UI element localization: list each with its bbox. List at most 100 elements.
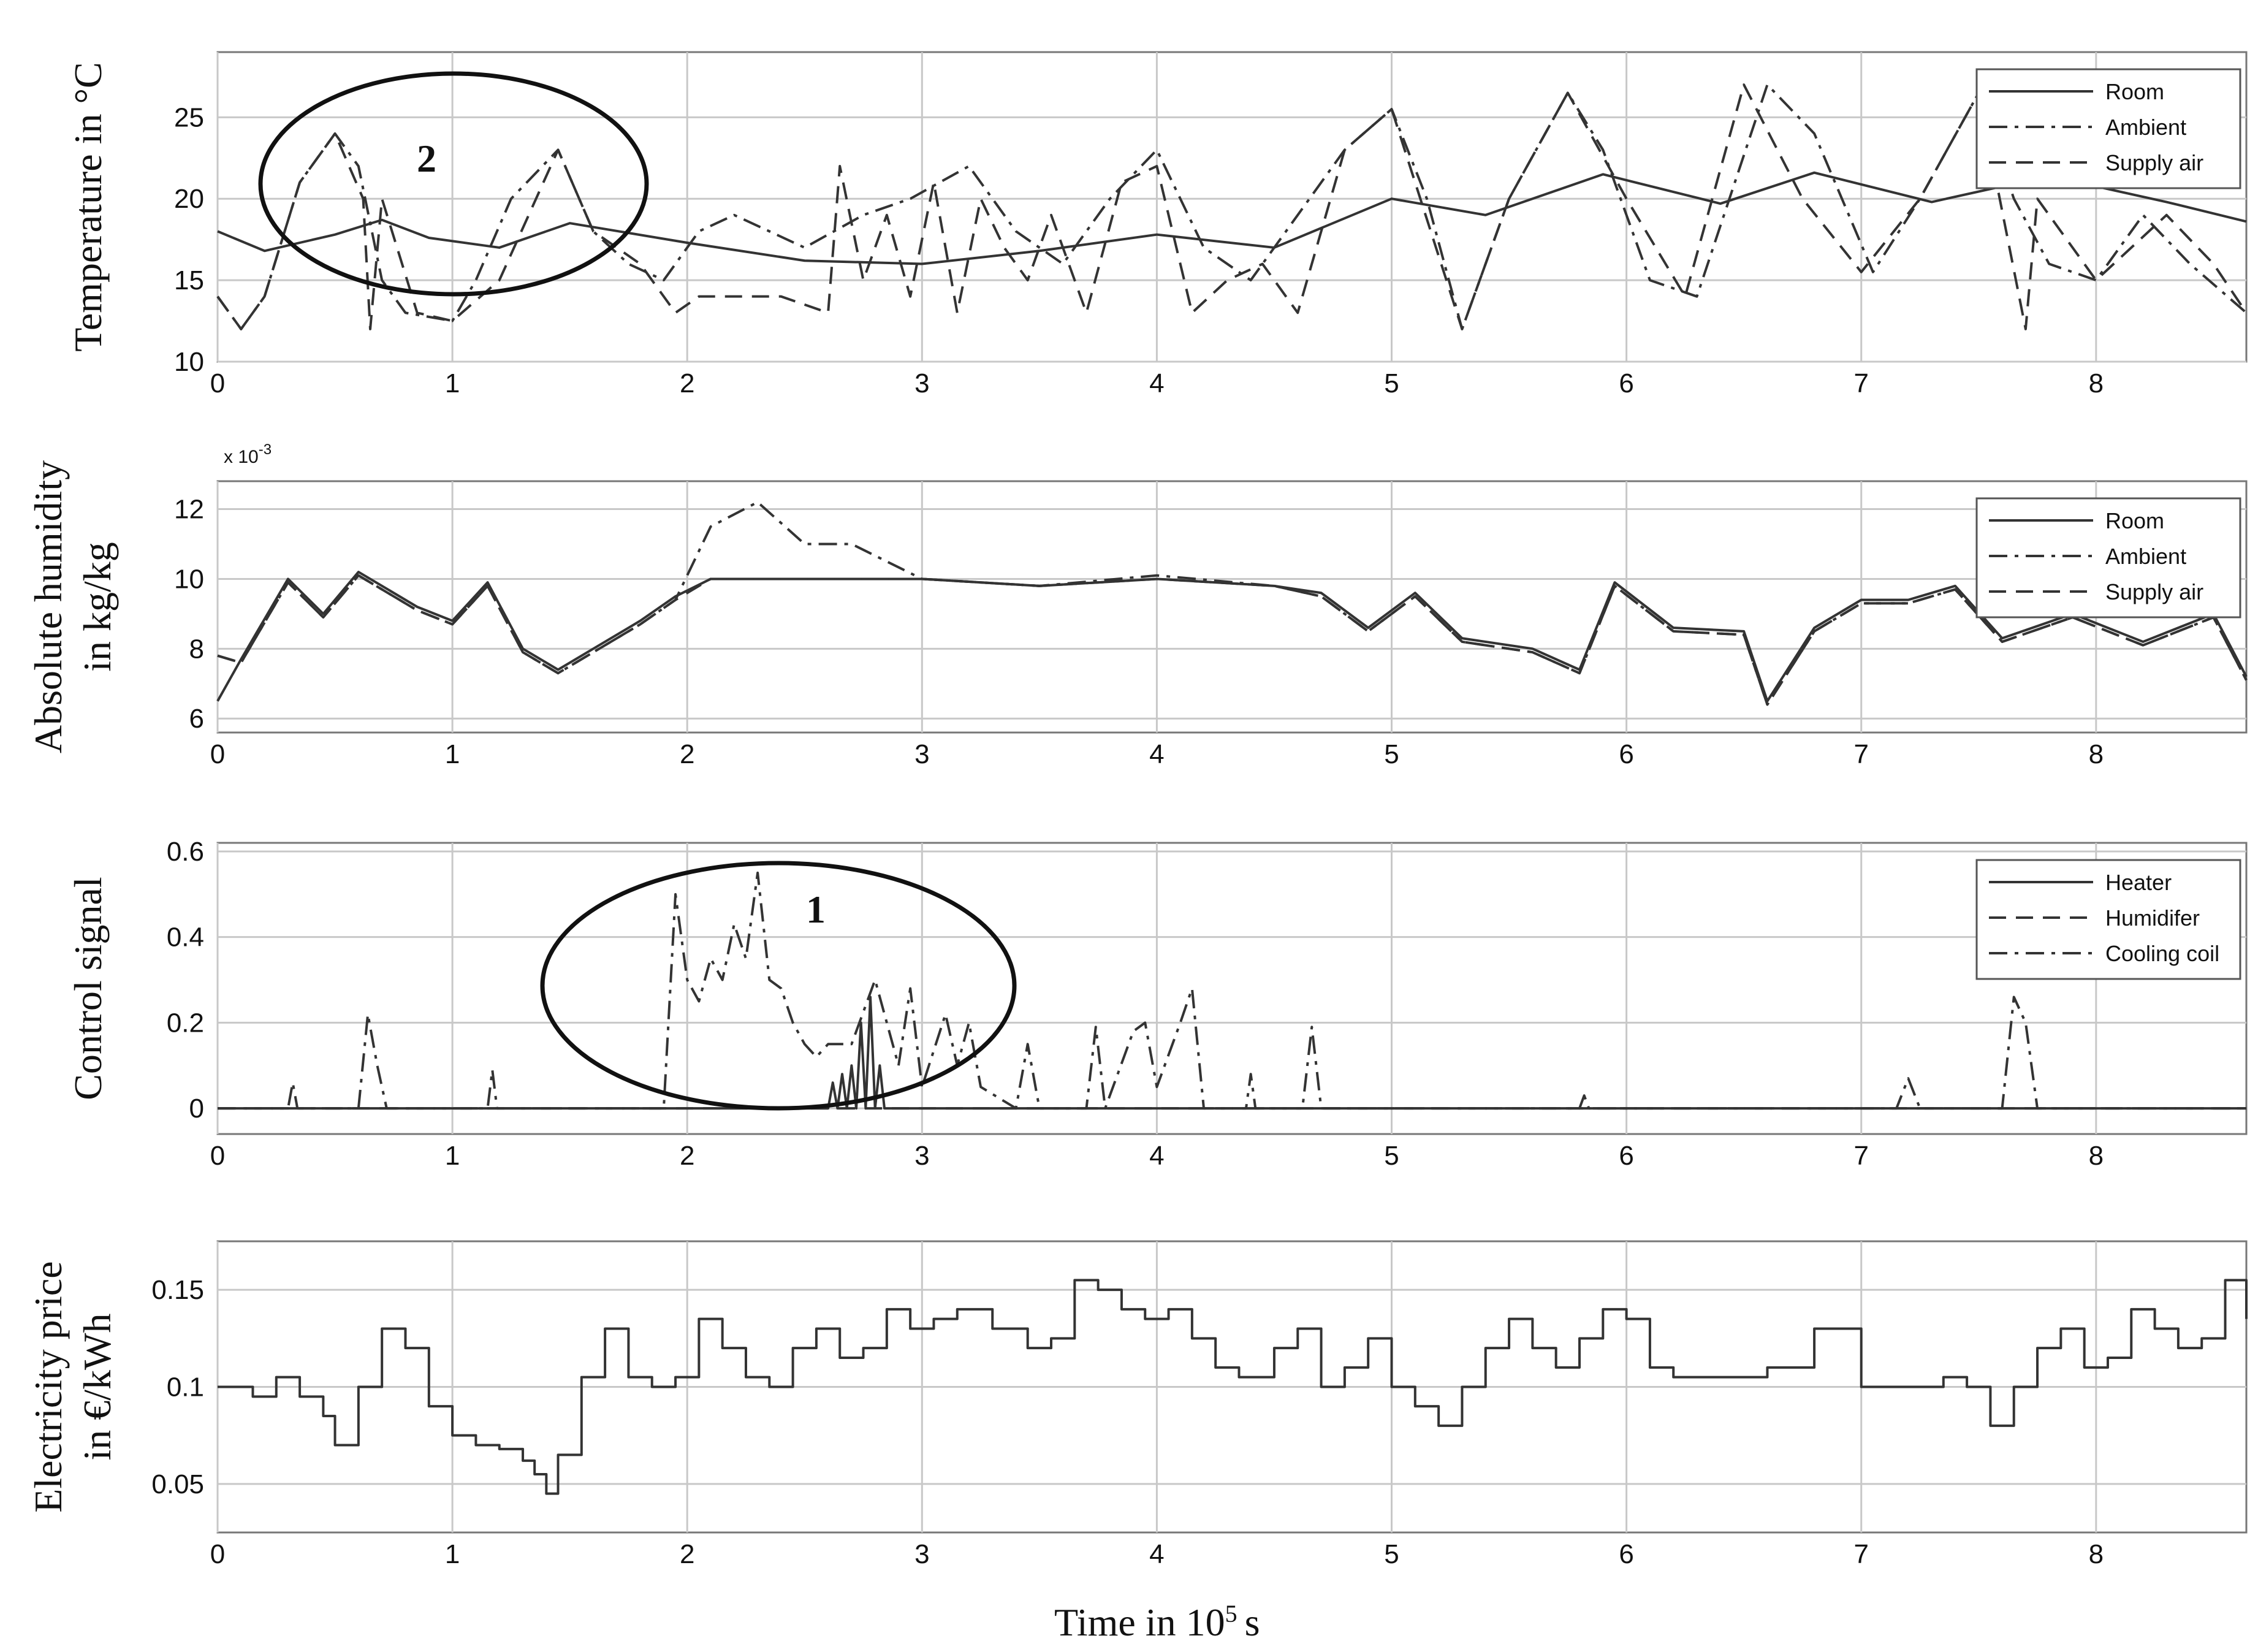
y-axis-label: Absolute humidity in kg/kg xyxy=(26,460,119,753)
legend-entry: Humidifer xyxy=(2105,905,2200,931)
series-line-price xyxy=(218,1279,2248,1495)
series-line-supply-air xyxy=(217,574,2248,706)
series-line-ambient xyxy=(217,501,2248,706)
x-tick-label: 4 xyxy=(1149,739,1164,769)
legend-entry: Room xyxy=(2105,79,2164,104)
y-tick-label: 25 xyxy=(174,102,204,132)
legend-entry: Ambient xyxy=(2105,115,2186,140)
x-tick-label: 8 xyxy=(2089,739,2104,769)
x-axis-label: Time in 105 s xyxy=(1054,1600,1260,1644)
y-tick-label: 0.1 xyxy=(167,1372,204,1403)
x-tick-label: 8 xyxy=(2089,368,2104,398)
x-tick-label: 6 xyxy=(1619,1539,1633,1569)
x-axis-label-text: Time in 10 xyxy=(1054,1601,1225,1644)
x-tick-label: 1 xyxy=(445,1539,460,1569)
series-line-cooling-coil xyxy=(218,871,2246,1110)
annotation-ellipse-1 xyxy=(540,861,1017,1111)
x-tick-label: 2 xyxy=(680,1141,694,1171)
x-tick-label: 3 xyxy=(914,739,929,769)
legend-box xyxy=(1975,859,2241,980)
legend-entry: Supply air xyxy=(2105,579,2203,604)
x-tick-label: 2 xyxy=(680,368,694,398)
y-tick-label: 0.2 xyxy=(167,1008,204,1038)
series-line-room xyxy=(216,571,2248,702)
legend-entry: Supply air xyxy=(2105,150,2203,175)
x-tick-label: 7 xyxy=(1853,368,1868,398)
x-tick-label: 3 xyxy=(914,1141,929,1171)
y-axis-label-line: Absolute humidity xyxy=(26,460,70,753)
chart-4: 0 1 2 3 4 5 6 7 8 0.05 0.1 0.15 Electricity price in … xyxy=(26,1240,2248,1569)
y-axis-label: Electricity price in €/kWh xyxy=(26,1261,119,1512)
x-tick-label: 2 xyxy=(680,739,694,769)
series-line-supply-air xyxy=(216,83,2248,330)
x-tick-label: 3 xyxy=(914,1539,929,1569)
plot-area xyxy=(216,51,2248,363)
plot-area xyxy=(216,480,2248,734)
y-axis-label: Temperature in °C xyxy=(66,62,110,352)
y-axis-label-line: Electricity price xyxy=(26,1261,70,1512)
y-tick-label: 0.6 xyxy=(167,837,204,867)
x-tick-label: 0 xyxy=(210,1539,225,1569)
y-axis-label: Control signal xyxy=(66,877,110,1100)
x-axis-label-unit: s xyxy=(1245,1601,1260,1644)
legend: Heater Humidifer Cooling coil xyxy=(1975,859,2241,980)
x-tick-label: 6 xyxy=(1619,739,1633,769)
y-axis-label-line: Control signal xyxy=(66,877,110,1100)
annotation-ellipse-2 xyxy=(258,71,649,297)
annotation-label-1: 1 xyxy=(806,888,826,931)
x-tick-label: 2 xyxy=(680,1539,694,1569)
y-tick-label: 20 xyxy=(174,184,204,214)
x-tick-label: 0 xyxy=(210,739,225,769)
y-tick-label: 15 xyxy=(174,265,204,295)
series-line-room xyxy=(217,171,2247,265)
x-tick-label: 6 xyxy=(1619,1141,1633,1171)
x-tick-label: 1 xyxy=(445,739,460,769)
x-tick-label: 1 xyxy=(445,1141,460,1171)
x-tick-label: 6 xyxy=(1619,368,1633,398)
legend-box xyxy=(1975,497,2241,619)
legend-entry: Ambient xyxy=(2105,544,2186,569)
chart-1: 0 1 2 3 4 5 6 7 8 10 15 20 25 Temperature in °C Room Am… xyxy=(66,51,2248,398)
legend-entry: Room xyxy=(2105,508,2164,533)
x-tick-label: 1 xyxy=(445,368,460,398)
y-tick-label: 10 xyxy=(174,347,204,377)
legend-entry: Heater xyxy=(2105,870,2172,895)
x-tick-label: 5 xyxy=(1384,1539,1399,1569)
y-tick-label: 12 xyxy=(174,495,204,525)
x-tick-label: 8 xyxy=(2089,1141,2104,1171)
x-tick-label: 8 xyxy=(2089,1539,2104,1569)
x-tick-label: 5 xyxy=(1384,739,1399,769)
y-axis-multiplier-exponent: -3 xyxy=(259,441,272,458)
series-line-heater xyxy=(218,995,2246,1110)
y-tick-label: 0 xyxy=(189,1094,204,1124)
legend-entry: Cooling coil xyxy=(2105,941,2219,966)
y-tick-label: 0.05 xyxy=(151,1469,204,1499)
legend-box xyxy=(1975,68,2241,189)
annotation-label-2: 2 xyxy=(417,137,436,180)
y-tick-label: 8 xyxy=(189,634,204,664)
y-tick-label: 6 xyxy=(189,704,204,734)
y-axis-multiplier: x 10-3 xyxy=(224,441,272,467)
x-tick-label: 4 xyxy=(1149,368,1164,398)
y-axis-label-line: Temperature in °C xyxy=(66,62,110,352)
x-tick-label: 5 xyxy=(1384,368,1399,398)
x-tick-label: 7 xyxy=(1853,1539,1868,1569)
x-tick-label: 4 xyxy=(1149,1141,1164,1171)
x-tick-label: 7 xyxy=(1853,1141,1868,1171)
x-axis-label-exponent: 5 xyxy=(1225,1600,1237,1627)
x-tick-label: 0 xyxy=(210,368,225,398)
x-tick-label: 3 xyxy=(914,368,929,398)
y-axis-label-line: in €/kWh xyxy=(75,1314,119,1461)
plot-area xyxy=(216,842,2248,1135)
legend: Room Ambient Supply air xyxy=(1975,68,2241,189)
y-tick-label: 0.4 xyxy=(167,923,204,953)
x-tick-label: 5 xyxy=(1384,1141,1399,1171)
x-tick-label: 0 xyxy=(210,1141,225,1171)
y-tick-label: 0.15 xyxy=(151,1275,204,1305)
x-tick-label: 4 xyxy=(1149,1539,1164,1569)
y-tick-label: 10 xyxy=(174,564,204,594)
